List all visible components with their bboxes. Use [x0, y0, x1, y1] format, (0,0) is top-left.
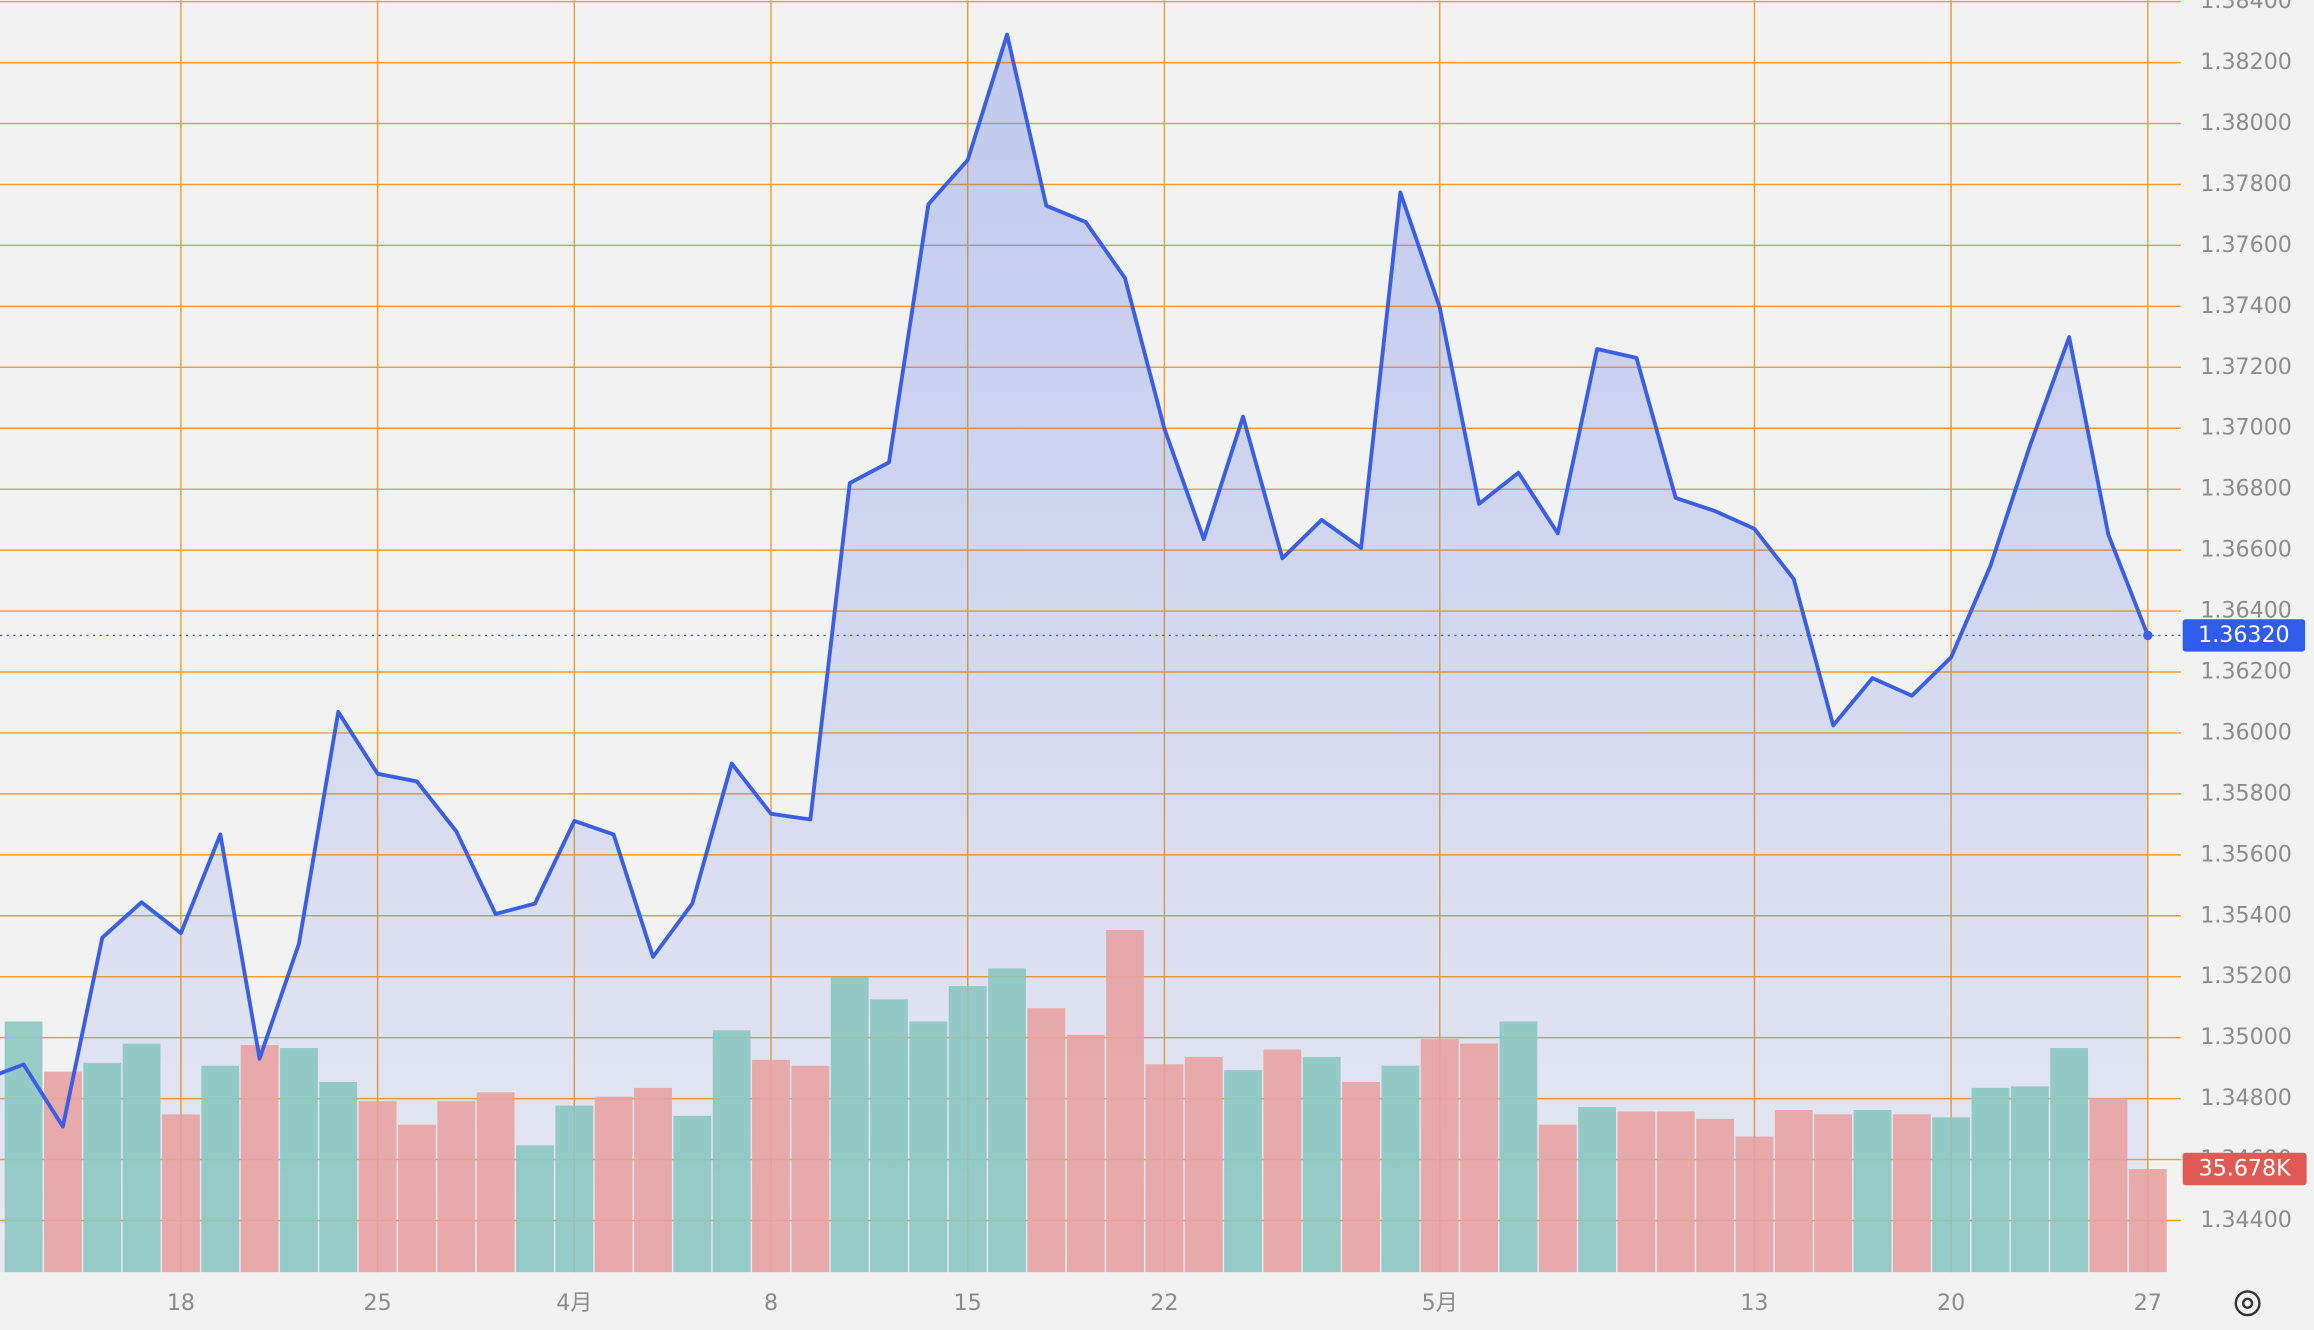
volume-bar: [2089, 1098, 2128, 1273]
y-tick-label: 1.38200: [2200, 49, 2291, 75]
y-tick-label: 1.37000: [2200, 415, 2291, 441]
volume-bar: [162, 1114, 200, 1273]
last-price-dot: [2143, 630, 2153, 641]
volume-bar: [1027, 1008, 1066, 1273]
volume-bar: [1381, 1065, 1420, 1273]
volume-bar: [516, 1145, 554, 1273]
y-tick-label: 1.37400: [2200, 293, 2291, 319]
volume-bar: [791, 1065, 830, 1273]
volume-bar: [44, 1071, 82, 1273]
volume-bar: [437, 1101, 476, 1273]
volume-bar: [555, 1105, 594, 1273]
volume-bar: [1145, 1064, 1184, 1273]
volume-bar: [1578, 1107, 1616, 1273]
volume-bar: [122, 1043, 161, 1273]
y-tick-label: 1.35000: [2200, 1024, 2291, 1050]
volume-bar: [1420, 1039, 1459, 1273]
volume-bar: [1302, 1056, 1341, 1273]
volume-bar: [634, 1087, 672, 1273]
volume-bar: [1696, 1118, 1735, 1273]
y-tick-label: 1.36200: [2200, 659, 2291, 685]
volume-bar: [1774, 1109, 1813, 1273]
volume-bar: [1853, 1109, 1892, 1273]
x-tick-label: 5月: [1422, 1290, 1458, 1316]
x-tick-label: 8: [764, 1290, 778, 1316]
volume-bar: [201, 1065, 240, 1273]
x-tick-label: 22: [1150, 1290, 1178, 1316]
volume-bar: [948, 986, 987, 1273]
volume-bar: [830, 977, 869, 1273]
y-tick-label: 1.37200: [2200, 354, 2291, 380]
volume-bar: [988, 968, 1026, 1273]
volume-bar: [673, 1115, 712, 1273]
volume-bar: [1735, 1136, 1774, 1273]
volume-bar: [83, 1062, 122, 1273]
y-tick-label: 1.36000: [2200, 719, 2291, 745]
volume-bar: [1342, 1081, 1380, 1273]
volume-bar: [2010, 1086, 2049, 1273]
volume-bar: [2050, 1048, 2089, 1273]
y-tick-label: 1.37800: [2200, 171, 2291, 197]
volume-bar: [1499, 1021, 1538, 1273]
x-tick-label: 27: [2134, 1290, 2162, 1316]
volume-bar: [2128, 1169, 2167, 1273]
volume-bar: [752, 1059, 790, 1273]
volume-bar: [1066, 1034, 1105, 1273]
y-tick-label: 1.38400: [2200, 0, 2291, 14]
volume-bar: [712, 1030, 751, 1273]
y-tick-label: 1.34400: [2200, 1207, 2291, 1233]
x-tick-label: 20: [1937, 1290, 1965, 1316]
price-area: [0, 34, 2148, 1273]
volume-bar: [1106, 930, 1144, 1273]
volume-bar: [476, 1092, 515, 1273]
y-tick-label: 1.35400: [2200, 902, 2291, 928]
x-tick-label: 15: [954, 1290, 982, 1316]
volume-label-box: [2182, 1152, 2307, 1186]
y-tick-label: 1.38000: [2200, 110, 2291, 136]
plot-area: [0, 32, 2182, 1273]
x-tick-label: 4月: [556, 1290, 592, 1316]
volume-bar: [319, 1081, 358, 1273]
volume-bar: [1656, 1111, 1695, 1273]
volume-bar: [870, 999, 908, 1273]
volume-bar: [1184, 1056, 1223, 1273]
x-tick-label: 13: [1740, 1290, 1768, 1316]
volume-bar: [1971, 1087, 2010, 1273]
y-tick-label: 1.35600: [2200, 841, 2291, 867]
settings-icon[interactable]: [2234, 1290, 2261, 1317]
volume-bar: [1932, 1117, 1971, 1273]
volume-bar: [358, 1101, 397, 1273]
volume-bar: [594, 1096, 633, 1273]
volume-label: 35.678K: [2199, 1156, 2291, 1182]
price-label: 1.36320: [2198, 622, 2290, 648]
y-tick-label: 1.34800: [2200, 1085, 2291, 1111]
volume-bar: [1460, 1043, 1498, 1273]
axes: 1.344001.346001.348001.350001.352001.354…: [167, 0, 2307, 1316]
volume-bar: [1617, 1111, 1656, 1273]
y-tick-label: 1.36800: [2200, 476, 2291, 502]
x-tick-label: 18: [167, 1290, 195, 1316]
x-tick-label: 25: [364, 1290, 392, 1316]
volume-bar: [280, 1048, 318, 1273]
price-label-box: [2182, 619, 2306, 652]
volume-bar: [1892, 1114, 1931, 1273]
volume-bar: [1263, 1049, 1302, 1273]
volume-bar: [1538, 1124, 1577, 1273]
y-tick-label: 1.35800: [2200, 780, 2291, 806]
volume-bar: [4, 1021, 43, 1273]
price-line: [0, 32, 2150, 1129]
volume-bar: [1224, 1070, 1262, 1273]
y-tick-label: 1.35200: [2200, 963, 2291, 989]
volume-bar: [909, 1021, 948, 1273]
y-tick-label: 1.37600: [2200, 232, 2291, 258]
volume-bar: [240, 1045, 279, 1273]
y-tick-label: 1.36600: [2200, 537, 2291, 563]
volume-bar: [1814, 1114, 1853, 1273]
volume-bar: [398, 1124, 436, 1273]
